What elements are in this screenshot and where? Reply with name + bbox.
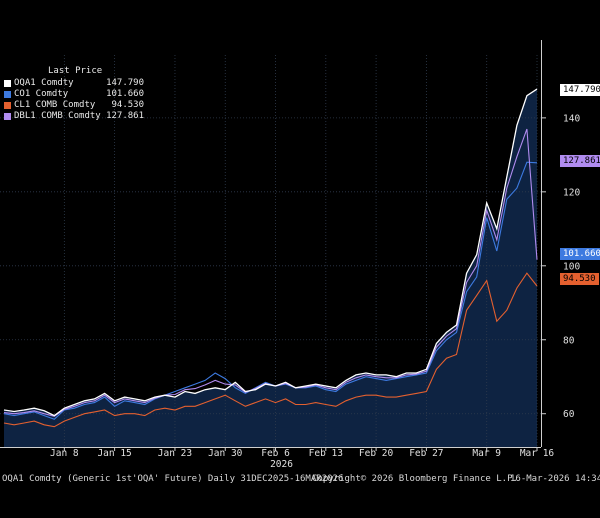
x-year-label: 2026 (270, 459, 293, 470)
y-axis: 60 80 100 120 140 (541, 40, 580, 447)
last-value-tag-oqa1: 147.790 (560, 84, 600, 96)
plot-area (0, 55, 541, 447)
legend-item-cl1: CL1 COMB Comdty 94.530 (4, 100, 144, 111)
x-tick-label: Mar 16 (520, 448, 555, 459)
x-tick-label: Feb 27 (409, 448, 443, 459)
legend-label: CO1 Comdty (14, 89, 69, 99)
y-tick-label: 100 (563, 261, 580, 272)
legend-value: 127.861 (106, 111, 144, 121)
last-value-tag-co1: 101.660 (560, 248, 600, 260)
series-line-oqa1 (3, 88, 538, 417)
footer-source: OQA1 Comdty (Generic 1st'OQA' Future) Da… (2, 474, 344, 484)
legend-item-oqa1: OQA1 Comdty 147.790 (4, 78, 144, 89)
legend-label: OQA1 Comdty (14, 78, 74, 88)
x-tick-label: Mar 9 (472, 448, 501, 459)
y-tick-label: 60 (563, 409, 575, 420)
legend-value: 147.790 (106, 78, 144, 88)
x-axis: Jan 8 Jan 15 Jan 23 Jan 30 Feb 6 Feb 13 Feb 20… (0, 447, 554, 470)
x-tick-label: Jan 23 (158, 448, 192, 459)
legend: Last Price OQA1 Comdty 147.790 CO1 Comdt… (4, 66, 144, 122)
area-fill (4, 89, 537, 447)
last-value-tag-cl1: 94.530 (560, 273, 599, 285)
legend-label: CL1 COMB Comdty (14, 100, 96, 110)
legend-value: 101.660 (106, 89, 144, 99)
x-tick-label: Feb 13 (309, 448, 343, 459)
x-tick-label: Jan 30 (208, 448, 243, 459)
y-tick-label: 120 (563, 187, 580, 198)
legend-label: DBL1 COMB Comdty (14, 111, 101, 121)
legend-item-co1: CO1 Comdty 101.660 (4, 89, 144, 100)
footer-copyright: Copyright© 2026 Bloomberg Finance L.P. (312, 474, 518, 484)
legend-swatch (4, 102, 11, 109)
legend-swatch (4, 113, 11, 120)
y-tick-label: 140 (563, 113, 580, 124)
legend-title: Last Price (48, 66, 103, 76)
y-tick-label: 80 (563, 335, 575, 346)
x-tick-label: Feb 20 (359, 448, 394, 459)
legend-value: 94.530 (111, 100, 144, 110)
last-value-tag-dbl1: 127.861 (560, 155, 600, 167)
x-tick-label: Feb 6 (261, 448, 290, 459)
legend-swatch (4, 91, 11, 98)
legend-swatch (4, 80, 11, 87)
legend-item-dbl1: DBL1 COMB Comdty 127.861 (4, 111, 144, 122)
x-tick-label: Jan 8 (50, 448, 79, 459)
x-tick-label: Jan 15 (97, 448, 131, 459)
series-line-cl1 (3, 272, 538, 428)
footer-timestamp: 16-Mar-2026 14:34:26 (510, 474, 600, 484)
